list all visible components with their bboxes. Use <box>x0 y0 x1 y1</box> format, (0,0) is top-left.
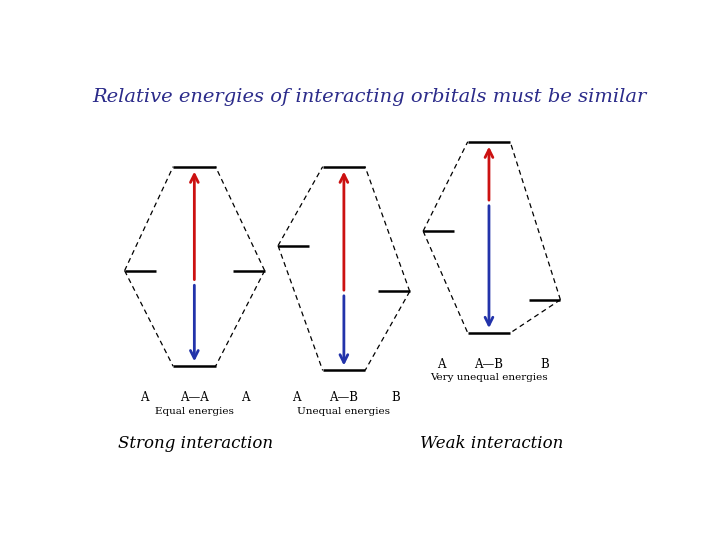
Text: A: A <box>140 391 149 404</box>
Text: A—A: A—A <box>180 391 209 404</box>
Text: A: A <box>241 391 249 404</box>
Text: B: B <box>541 358 549 371</box>
Text: Unequal energies: Unequal energies <box>297 407 390 416</box>
Text: B: B <box>392 391 400 404</box>
Text: Very unequal energies: Very unequal energies <box>430 373 548 382</box>
Text: A: A <box>292 391 301 404</box>
Text: A—B: A—B <box>329 391 359 404</box>
Text: Strong interaction: Strong interaction <box>119 435 274 451</box>
Text: Relative energies of interacting orbitals must be similar: Relative energies of interacting orbital… <box>92 87 646 106</box>
Text: A—B: A—B <box>474 358 503 371</box>
Text: Equal energies: Equal energies <box>155 407 234 416</box>
Text: A: A <box>437 358 446 371</box>
Text: Weak interaction: Weak interaction <box>420 435 564 451</box>
